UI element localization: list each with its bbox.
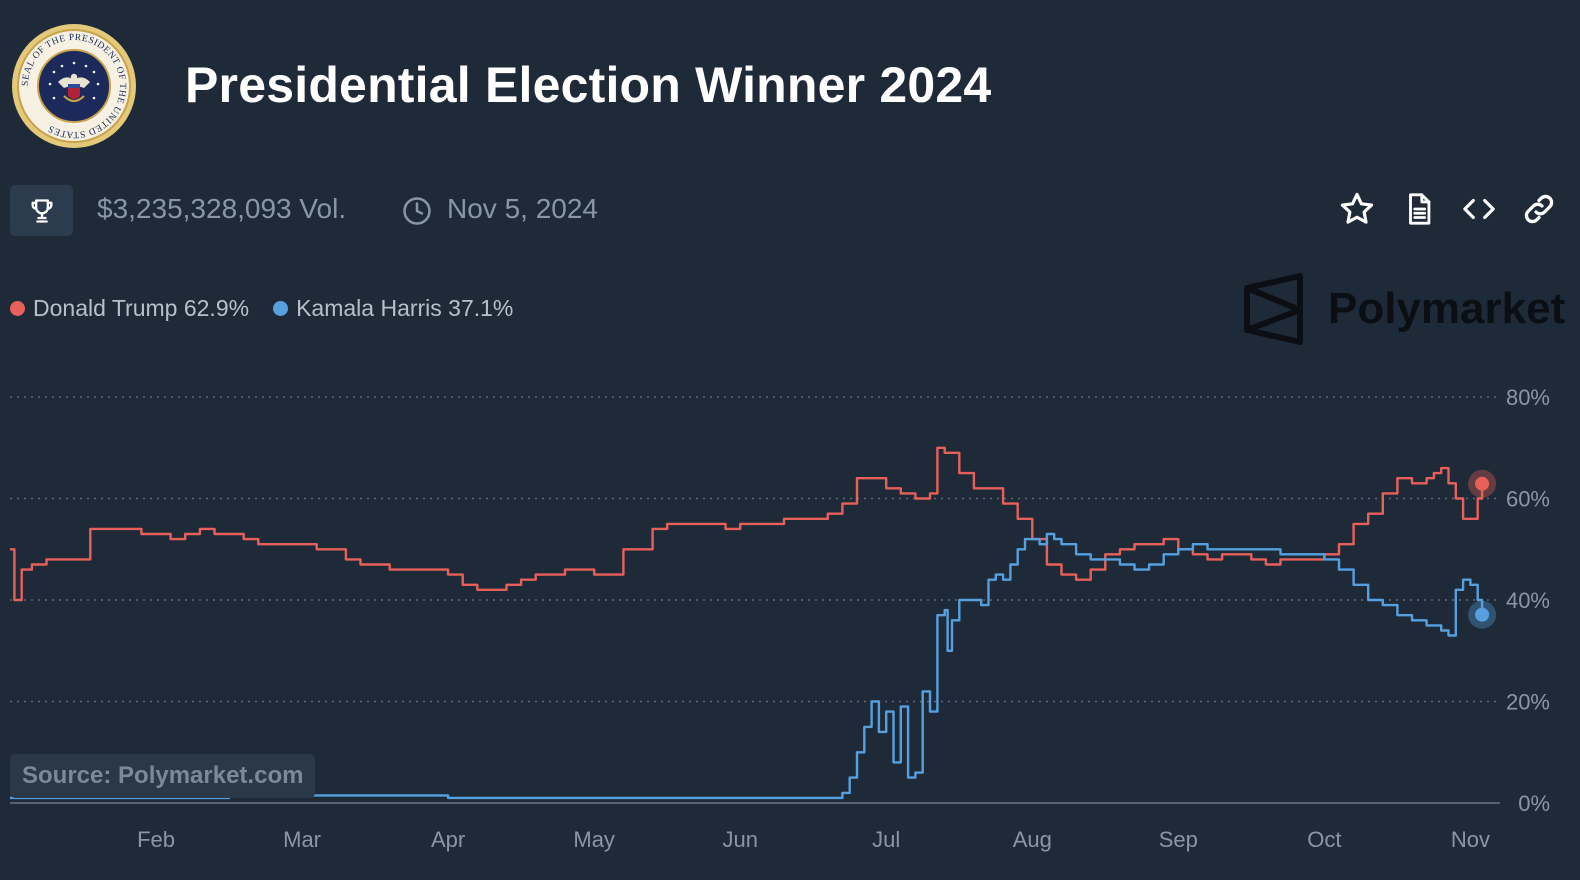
- series-line-harris: [10, 532, 1484, 800]
- x-tick-label: Mar: [283, 827, 321, 852]
- legend-label-harris: Kamala Harris 37.1%: [296, 295, 514, 321]
- polymarket-logo-icon: [1244, 273, 1303, 345]
- trophy-icon: [30, 198, 52, 223]
- x-tick-label: Sep: [1159, 827, 1198, 852]
- legend-item-harris: Kamala Harris 37.1%: [273, 295, 513, 322]
- bookmark-button[interactable]: [1336, 188, 1378, 230]
- price-chart: 0% 20% 40% 60% 80% Feb Mar Apr May Jun Jul Aug Sep O…: [10, 385, 1550, 852]
- y-tick-label: 80%: [1506, 385, 1550, 410]
- endpoint-dot-trump: [1475, 476, 1490, 491]
- rules-button[interactable]: [1398, 188, 1440, 230]
- polymarket-brand: Polymarket: [1328, 284, 1566, 333]
- x-tick-label: Nov: [1451, 827, 1490, 852]
- y-tick-label: 60%: [1506, 487, 1550, 512]
- y-tick-label: 20%: [1506, 690, 1550, 715]
- x-tick-label: Jun: [722, 827, 757, 852]
- x-axis: Feb Mar Apr May Jun Jul Aug Sep Oct Nov: [137, 827, 1490, 852]
- legend-label-trump: Donald Trump 62.9%: [33, 295, 250, 321]
- volume-text: $3,235,328,093 Vol.: [97, 193, 347, 224]
- y-tick-label: 0%: [1518, 791, 1550, 816]
- star-icon: [1340, 192, 1374, 224]
- chart-legend: Donald Trump 62.9% Kamala Harris 37.1%: [10, 295, 537, 322]
- x-tick-label: Oct: [1307, 827, 1341, 852]
- clock-icon: [403, 197, 431, 225]
- series-line-trump: [10, 446, 1484, 602]
- source-badge: Source: Polymarket.com: [10, 754, 316, 798]
- legend-item-trump: Donald Trump 62.9%: [10, 295, 249, 322]
- legend-dot-trump: [10, 301, 25, 316]
- endpoint-dot-harris: [1475, 607, 1490, 622]
- embed-button[interactable]: [1458, 188, 1500, 230]
- x-tick-label: Feb: [137, 827, 175, 852]
- y-tick-label: 40%: [1506, 588, 1550, 613]
- x-tick-label: May: [573, 827, 615, 852]
- chart-grid: 0% 20% 40% 60% 80%: [10, 385, 1550, 816]
- end-date-text: Nov 5, 2024: [447, 193, 598, 224]
- copy-link-button[interactable]: [1518, 188, 1560, 230]
- x-tick-label: Jul: [872, 827, 900, 852]
- x-tick-label: Aug: [1013, 827, 1052, 852]
- presidential-seal-logo: SEAL OF THE PRESIDENT OF THE UNITED STAT…: [12, 24, 136, 148]
- legend-dot-harris: [273, 301, 289, 316]
- chart-series: [10, 446, 1497, 800]
- x-tick-label: Apr: [431, 827, 465, 852]
- page-title: Presidential Election Winner 2024: [185, 57, 992, 113]
- trophy-button[interactable]: [10, 185, 73, 236]
- code-icon: [1463, 198, 1495, 220]
- document-icon: [1409, 193, 1431, 225]
- link-icon: [1524, 194, 1554, 224]
